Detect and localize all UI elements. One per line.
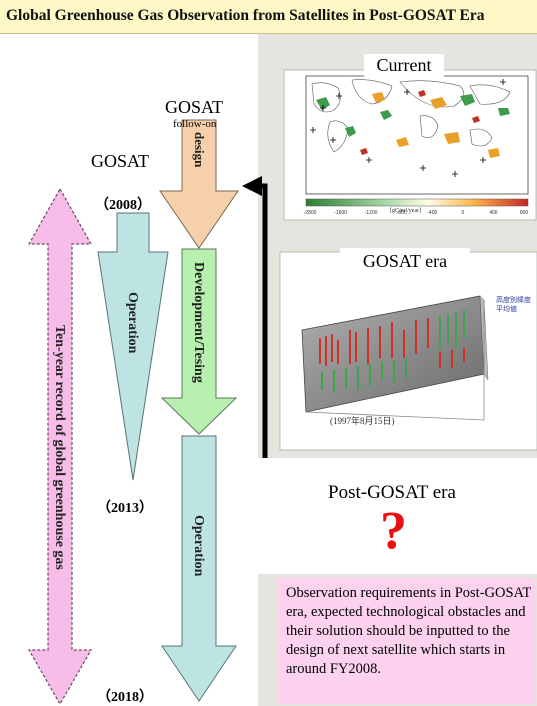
colorbar-tick-label: -2800 — [304, 210, 317, 216]
requirements-note: Observation requirements in Post-GOSAT e… — [278, 578, 536, 704]
gosat-era-plot — [279, 251, 537, 451]
followon-subtitle: follow-on — [173, 118, 217, 130]
design-label: design — [192, 132, 207, 168]
question-mark: ? — [380, 500, 407, 560]
operation-label-gosat: Operation — [125, 292, 140, 354]
plot-legend: 高度別緯度 平均値 — [496, 296, 531, 313]
colorbar-tick-label: -800 — [397, 210, 407, 216]
followon-title: GOSAT — [163, 97, 226, 118]
ten-year-arrow — [27, 187, 93, 706]
feedback-arrowhead — [242, 176, 262, 196]
development-label: Development/Tesing — [191, 262, 206, 383]
colorbar-tick-label: -400 — [427, 210, 437, 216]
page-title: Global Greenhouse Gas Observation from S… — [6, 7, 485, 24]
operation-arrow-gosat — [97, 212, 169, 481]
post-gosat-box — [258, 458, 537, 574]
map-unit: [gC/m²/year] — [390, 208, 422, 214]
year-2013: （2013） — [97, 501, 153, 516]
colorbar-tick-label: 400 — [489, 210, 498, 216]
current-label: Current — [364, 54, 444, 77]
plot-caption: (1997年8月15日) — [330, 416, 395, 426]
year-2018: （2018） — [97, 690, 153, 705]
current-map-figure — [283, 69, 537, 221]
title-bar: Global Greenhouse Gas Observation from S… — [0, 0, 537, 34]
colorbar-tick-label: -1200 — [365, 210, 378, 216]
ten-year-label: Ten-year record of global greenhouse gas — [52, 325, 67, 570]
gosat-era-label: GOSAT era — [340, 248, 470, 275]
development-arrow — [160, 248, 238, 435]
colorbar-tick-label: -1600 — [334, 210, 347, 216]
year-2008: （2008） — [95, 198, 151, 213]
operation-label-followon: Operation — [191, 515, 206, 577]
post-gosat-label: Post-GOSAT era — [328, 482, 456, 503]
gosat-label: GOSAT — [91, 151, 150, 171]
design-arrow — [159, 119, 239, 249]
colorbar-tick-label: 800 — [520, 210, 529, 216]
colorbar-tick-label: 0 — [461, 210, 464, 216]
operation-arrow-followon — [161, 435, 237, 702]
